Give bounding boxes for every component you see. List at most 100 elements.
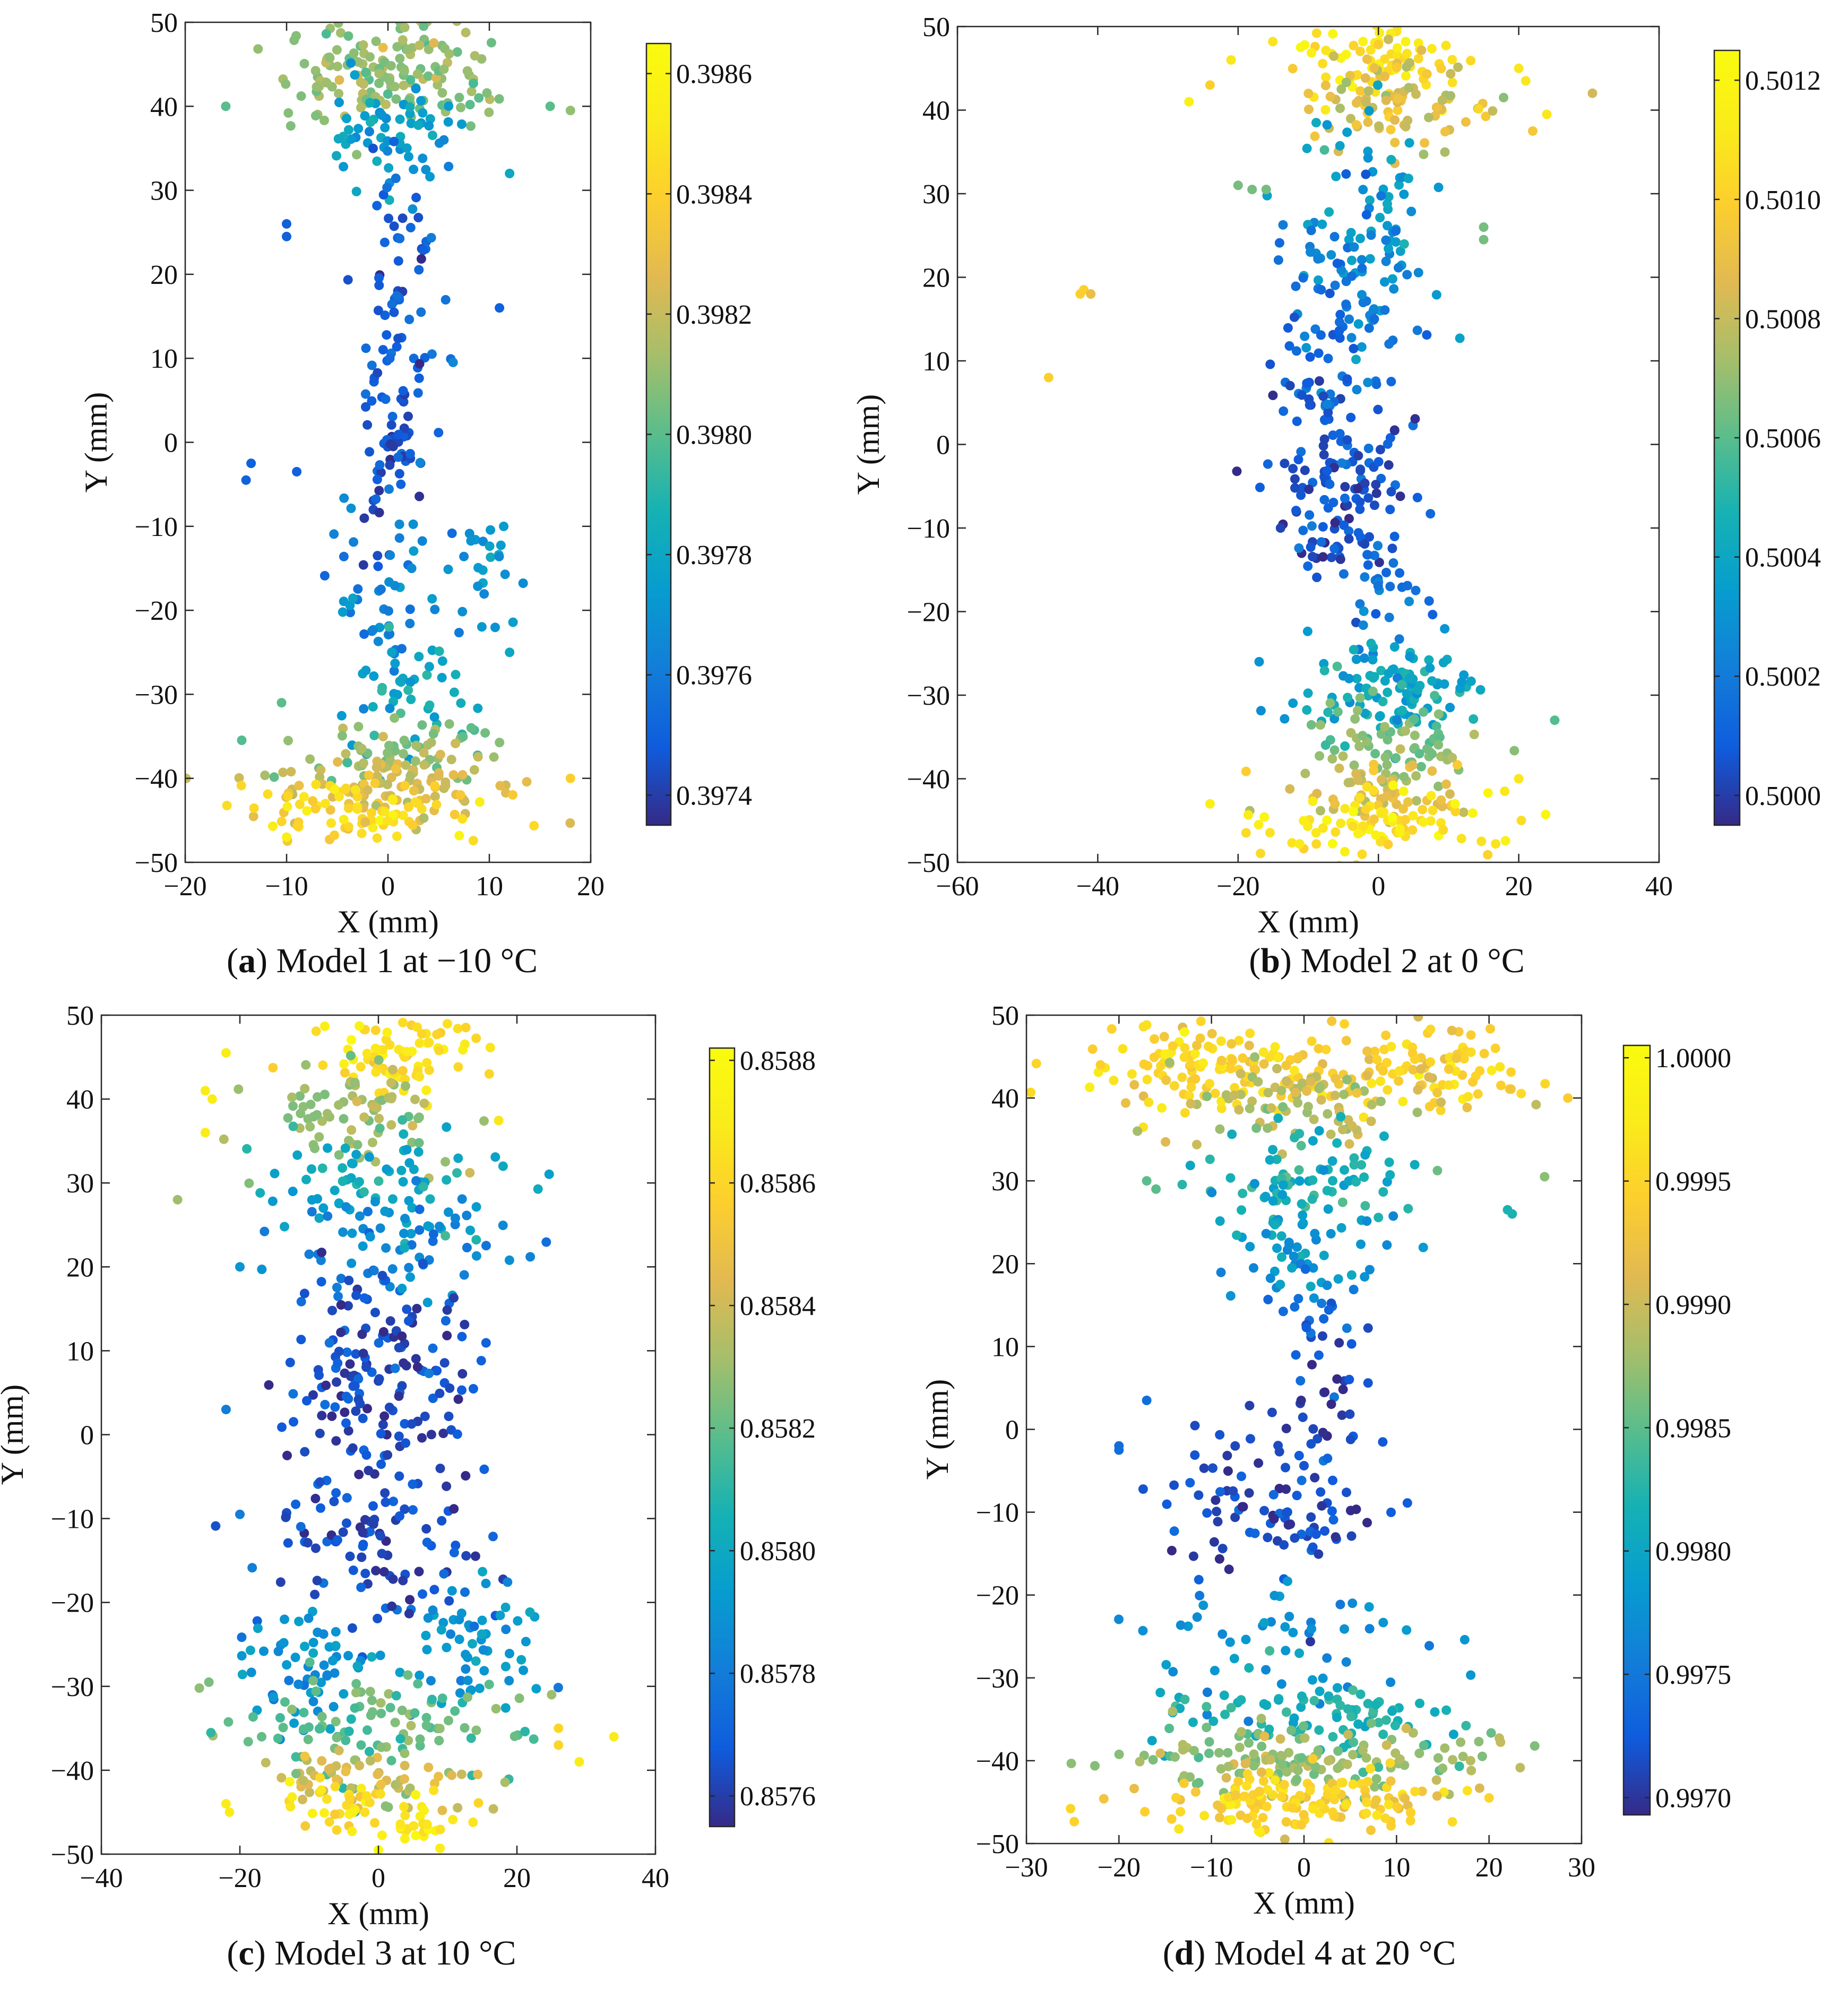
scatter-point — [1355, 233, 1365, 244]
scatter-point — [1328, 1732, 1338, 1742]
scatter-point — [393, 452, 403, 462]
scatter-point — [1302, 705, 1312, 715]
scatter-point — [1297, 1691, 1307, 1701]
scatter-point — [1392, 715, 1402, 725]
y-axis-label: Y (mm) — [851, 394, 886, 495]
scatter-point — [384, 213, 394, 223]
scatter-point — [1268, 1490, 1279, 1500]
scatter-point — [373, 1769, 383, 1779]
scatter-point — [290, 1652, 300, 1663]
y-tick-label: −50 — [907, 848, 950, 878]
scatter-point — [414, 1072, 425, 1081]
scatter-point — [1358, 620, 1368, 630]
scatter-point — [408, 1479, 418, 1489]
scatter-point — [1434, 183, 1444, 193]
scatter-point — [300, 1821, 310, 1831]
scatter-point — [1410, 1054, 1420, 1065]
scatter-point — [1268, 37, 1278, 47]
scatter-point — [1246, 1434, 1255, 1444]
scatter-point — [1276, 1679, 1286, 1689]
scatter-point — [360, 817, 370, 827]
scatter-point — [1410, 414, 1420, 424]
scatter-point — [421, 1712, 431, 1723]
scatter-point — [381, 1035, 391, 1045]
scatter-point — [1294, 1451, 1304, 1460]
scatter-point — [371, 36, 381, 46]
scatter-point — [341, 783, 351, 793]
scatter-point — [1336, 1112, 1346, 1122]
scatter-point — [418, 245, 428, 255]
scatter-point — [376, 1708, 386, 1718]
scatter-point — [1240, 1759, 1250, 1769]
scatter-point — [1142, 1075, 1152, 1085]
scatter-point — [243, 1737, 253, 1747]
scatter-point — [312, 1110, 322, 1120]
scatter-point — [308, 1638, 318, 1648]
scatter-point — [409, 165, 419, 175]
scatter-point — [412, 1362, 422, 1372]
scatter-point — [1287, 838, 1297, 848]
scatter-point — [365, 52, 375, 62]
scatter-point — [1358, 1745, 1368, 1755]
scatter-point — [289, 1417, 298, 1427]
scatter-point — [432, 1366, 442, 1376]
scatter-point — [394, 520, 404, 529]
scatter-point — [377, 686, 387, 696]
scatter-point — [1408, 1065, 1418, 1075]
y-tick-label: 20 — [66, 1252, 94, 1283]
scatter-point — [1384, 34, 1393, 45]
scatter-point — [1299, 816, 1309, 826]
scatter-point — [1474, 1736, 1484, 1746]
scatter-point — [1366, 45, 1376, 55]
scatter-point — [1385, 1758, 1395, 1768]
scatter-point — [1326, 552, 1336, 563]
scatter-point — [1148, 1755, 1158, 1765]
scatter-point — [1315, 1799, 1325, 1809]
scatter-point — [1245, 1028, 1255, 1039]
scatter-point — [1385, 582, 1395, 592]
scatter-point — [1087, 1044, 1098, 1054]
scatter-point — [397, 1706, 407, 1716]
scatter-point — [1349, 760, 1359, 770]
scatter-point — [1305, 352, 1315, 362]
scatter-point — [1359, 1112, 1369, 1122]
scatter-point — [1277, 1751, 1287, 1761]
scatter-point — [414, 652, 424, 662]
scatter-point — [1297, 1199, 1307, 1209]
scatter-point — [334, 1745, 344, 1755]
scatter-point — [385, 76, 394, 85]
scatter-point — [385, 353, 395, 364]
scatter-point — [1270, 1266, 1280, 1276]
scatter-point — [365, 98, 375, 108]
scatter-point — [396, 479, 406, 489]
scatter-point — [1410, 730, 1420, 740]
scatter-point — [1363, 493, 1374, 503]
scatter-point — [1279, 406, 1289, 416]
scatter-point — [1192, 1041, 1202, 1050]
scatter-point — [1274, 1484, 1284, 1494]
scatter-point — [1363, 153, 1373, 163]
scatter-point — [1467, 808, 1478, 818]
scatter-point — [431, 800, 442, 810]
scatter-point — [1273, 1441, 1283, 1451]
scatter-point — [1309, 1769, 1319, 1779]
scatter-point — [316, 1277, 326, 1287]
scatter-point — [1488, 106, 1498, 116]
scatter-point — [336, 1300, 346, 1310]
scatter-point — [1314, 1126, 1324, 1136]
scatter-point — [1345, 1434, 1355, 1444]
scatter-point — [428, 1343, 438, 1353]
colorbar-tick-label: 0.5008 — [1745, 304, 1821, 334]
scatter-point — [376, 1742, 386, 1752]
scatter-point — [372, 474, 382, 484]
scatter-point — [457, 1385, 467, 1395]
scatter-point — [1507, 1209, 1517, 1219]
scatter-point — [1466, 1047, 1476, 1057]
scatter-point — [1362, 1070, 1372, 1080]
scatter-point — [314, 1132, 324, 1142]
scatter-point — [1202, 1092, 1212, 1101]
scatter-point — [1362, 550, 1372, 560]
scatter-point — [1447, 1025, 1457, 1035]
scatter-point — [1355, 465, 1366, 475]
